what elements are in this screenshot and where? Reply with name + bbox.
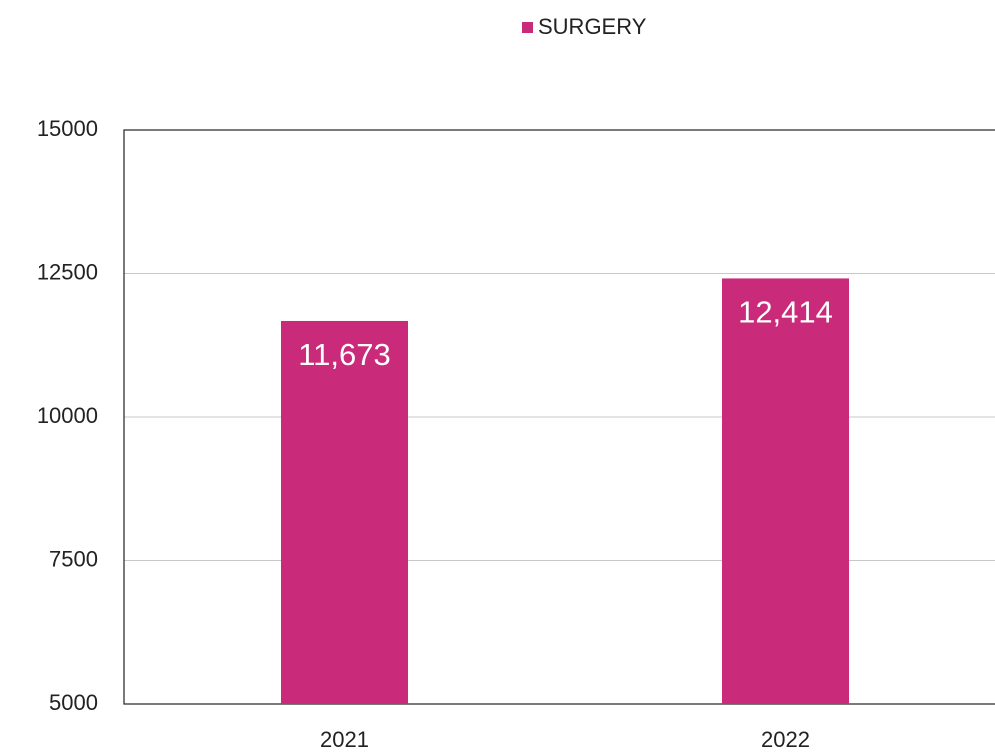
bar (280, 320, 409, 704)
plot-frame (123, 129, 995, 705)
y-tick-label: 5000 (49, 690, 98, 715)
bar (721, 278, 850, 704)
data-label: 11,673 (298, 337, 391, 372)
data-label: 12,414 (738, 295, 833, 330)
legend-label: SURGERY (538, 14, 647, 39)
x-tick-label: 2021 (320, 727, 369, 752)
y-tick-label: 12500 (37, 259, 98, 284)
y-tick-label: 7500 (49, 546, 98, 571)
y-tick-label: 10000 (37, 403, 98, 428)
x-tick-label: 2022 (761, 727, 810, 752)
y-tick-label: 15000 (37, 116, 98, 141)
legend-swatch (522, 22, 533, 33)
